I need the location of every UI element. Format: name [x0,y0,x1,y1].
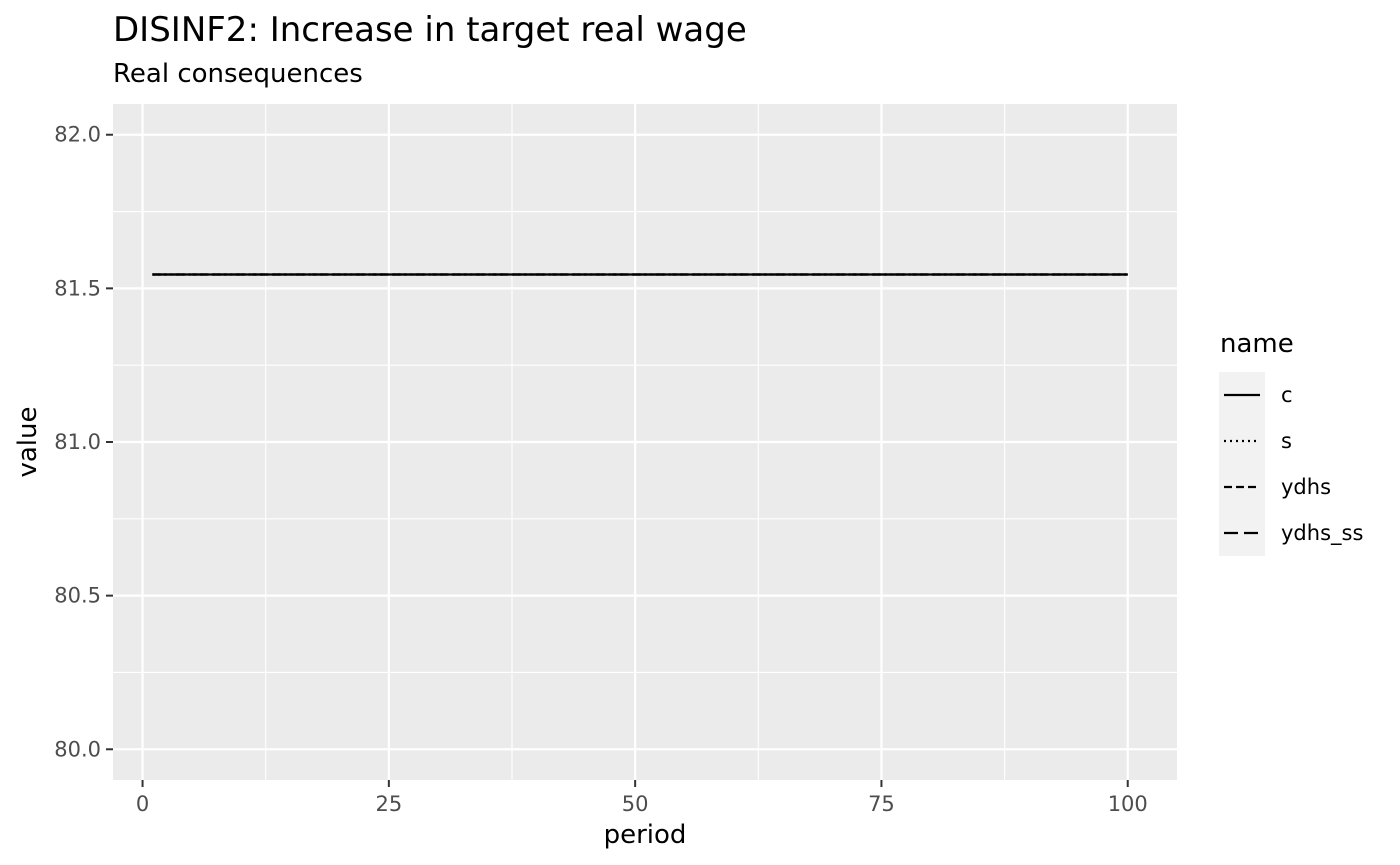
y-tick-label: 82.0 [54,123,101,147]
major-gridlines [113,104,1177,780]
y-tick-label: 80.5 [54,584,101,608]
x-axis: 0 25 50 75 100 [136,780,1148,816]
x-tick-label: 0 [136,792,149,816]
x-tick-label: 75 [868,792,895,816]
chart-subtitle: Real consequences [113,59,363,89]
y-tick-label: 81.0 [54,430,101,454]
legend-label-ydhs_ss: ydhs_ss [1281,521,1363,546]
y-tick-label: 81.5 [54,276,101,300]
legend-label-s: s [1281,429,1292,453]
y-tick-label: 80.0 [54,737,101,761]
legend-label-c: c [1281,383,1293,407]
x-tick-label: 25 [375,792,402,816]
chart-title: DISINF2: Increase in target real wage [113,10,747,50]
legend: name cs ydhs ydhs_ss [1219,329,1363,556]
x-axis-title: period [604,820,687,850]
x-tick-label: 100 [1108,792,1148,816]
legend-label-ydhs: ydhs [1281,475,1331,499]
x-tick-label: 50 [622,792,649,816]
y-axis-title: value [13,406,43,477]
legend-title: name [1220,329,1294,359]
y-axis: 80.0 80.5 81.0 81.5 82.0 [54,123,113,761]
